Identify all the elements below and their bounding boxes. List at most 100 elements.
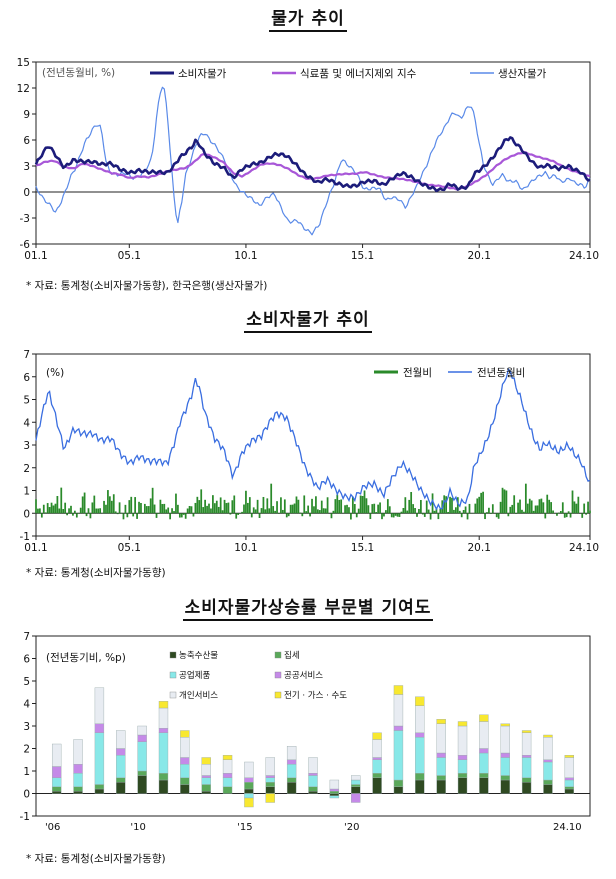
chart2-mom-bar — [70, 505, 72, 514]
chart1-xtick-label: 05.1 — [118, 250, 141, 262]
chart2-mom-bar — [178, 513, 181, 518]
chart2-mom-bar — [567, 511, 570, 514]
chart2-mom-bar — [245, 490, 247, 514]
chart2-mom-bar — [89, 513, 92, 519]
chart3-bar-24-4 — [564, 757, 575, 778]
chart2-mom-bar — [394, 513, 397, 516]
chart2-mom-bar — [58, 508, 61, 514]
chart3-bar-12-0 — [308, 791, 318, 794]
chart2-mom-bar — [40, 513, 43, 518]
chart2-mom-bar — [410, 491, 413, 514]
chart2-mom-bar — [338, 499, 341, 514]
chart3-bar-9-2 — [244, 793, 254, 799]
chart2-mom-bar — [355, 513, 358, 518]
chart2-mom-bar — [363, 490, 366, 514]
chart3-bar-3-1 — [116, 777, 126, 783]
chart2-mom-bar — [235, 513, 238, 519]
chart2-mom-bar — [97, 508, 100, 514]
chart2-mom-bar — [46, 503, 49, 514]
chart2-mom-bar — [95, 508, 98, 514]
chart2-mom-bar — [563, 513, 566, 518]
chart2-mom-bar — [116, 513, 119, 515]
chart3-bar-20-1 — [479, 773, 489, 778]
chart2-mom-bar — [297, 499, 300, 514]
chart2-mom-bar — [161, 504, 164, 514]
chart3-bar-24-1 — [564, 786, 575, 790]
chart2-xtick-label: 05.1 — [118, 542, 141, 554]
chart2-mom-bar — [416, 513, 418, 517]
chart2-ytick-label: 4 — [23, 417, 30, 429]
chart2-mom-bar — [227, 502, 230, 514]
chart2-mom-bar — [418, 509, 420, 514]
chart1-legend-label: 식료품 및 에너지제외 지수 — [300, 68, 417, 80]
chart2-mom-bar — [301, 513, 304, 517]
chart2-mom-bar — [151, 487, 154, 514]
chart2-mom-bar — [449, 496, 451, 514]
chart2-mom-bar — [110, 500, 113, 514]
chart2-mom-bar — [274, 510, 276, 514]
chart3-bar-9-3 — [244, 777, 254, 783]
chart2-mom-bar — [68, 508, 70, 514]
chart3-bar-6-1 — [180, 777, 190, 785]
chart2-mom-bar — [177, 504, 179, 514]
chart3-bar-16-3 — [393, 725, 404, 731]
chart2-mom-bar — [293, 503, 296, 514]
chart2-mom-bar — [143, 503, 146, 514]
chart3-bar-19-1 — [457, 773, 468, 778]
chart3-bar-21-4 — [500, 725, 510, 754]
chart2-mom-bar — [99, 508, 102, 514]
chart2-mom-bar — [517, 502, 519, 514]
chart3-bar-14-1 — [351, 784, 361, 787]
chart2-xtick-label: 20.1 — [468, 542, 491, 554]
chart3-bar-19-0 — [457, 777, 468, 794]
chart3-bar-1-4 — [73, 739, 83, 765]
chart2-mom-bar — [548, 499, 551, 514]
chart2-mom-bar — [171, 508, 173, 514]
chart3-bar-17-4 — [415, 705, 425, 733]
chart2-mom-bar — [575, 503, 578, 514]
chart2-mom-bar — [324, 508, 327, 514]
chart3-bar-10-3 — [265, 775, 275, 778]
chart3-xtick-label: '06 — [45, 822, 60, 833]
chart3-bar-23-3 — [543, 759, 553, 763]
chart2-title: 소비자물가 추이 — [244, 310, 372, 333]
chart3-bar-6-4 — [180, 737, 190, 758]
chart2-mom-bar — [511, 504, 514, 514]
chart3-bar-22-0 — [521, 782, 532, 794]
chart2-mom-bar — [248, 497, 251, 514]
chart3-bar-21-1 — [500, 775, 510, 781]
chart2-mom-bar — [353, 504, 356, 514]
chart2-mom-bar — [134, 497, 137, 514]
chart2-mom-bar — [421, 513, 424, 515]
chart3-bar-24-0 — [564, 788, 575, 794]
chart3-bar-11-1 — [286, 777, 297, 783]
chart3-bar-1-2 — [73, 773, 83, 787]
chart2-mom-bar — [309, 513, 311, 517]
chart2-mom-bar — [167, 507, 170, 514]
chart2-mom-bar — [56, 496, 59, 514]
chart3-bar-3-3 — [116, 748, 126, 756]
chart2-mom-bar — [429, 513, 432, 520]
chart2-xtick-label: 10.1 — [234, 542, 257, 554]
chart2-mom-bar — [491, 504, 494, 514]
chart2-mom-bar — [505, 490, 508, 514]
chart3-bar-6-2 — [180, 764, 190, 778]
chart3-bar-1-0 — [73, 791, 83, 794]
chart3-bar-23-4 — [543, 737, 553, 760]
chart2-mom-bar — [482, 491, 484, 514]
chart3-bar-3-0 — [116, 782, 126, 794]
chart2-legend-label-mom: 전월비 — [403, 367, 432, 379]
chart3-legend-label: 공업제품 — [179, 671, 210, 681]
chart3-bar-5-0 — [158, 779, 169, 794]
chart1: -6 -3 0 3 6 9 12 15 01.1 05.1 10.1 15.1 20.1 24.10 (전년… — [17, 57, 599, 262]
chart3-bar-19-5 — [457, 721, 468, 727]
chart3-legend-swatch — [274, 671, 282, 679]
chart3-bar-0-4 — [51, 743, 62, 767]
chart2-mom-bar — [571, 490, 574, 514]
chart3-legend-label: 전기 · 가스 · 수도 — [284, 690, 347, 701]
chart2-mom-bar — [280, 497, 282, 514]
chart3-ytick-label: 5 — [23, 676, 30, 688]
chart3-bar-13-3 — [329, 788, 340, 792]
chart2-mom-bar — [447, 511, 449, 514]
chart3-bar-22-3 — [521, 755, 532, 758]
